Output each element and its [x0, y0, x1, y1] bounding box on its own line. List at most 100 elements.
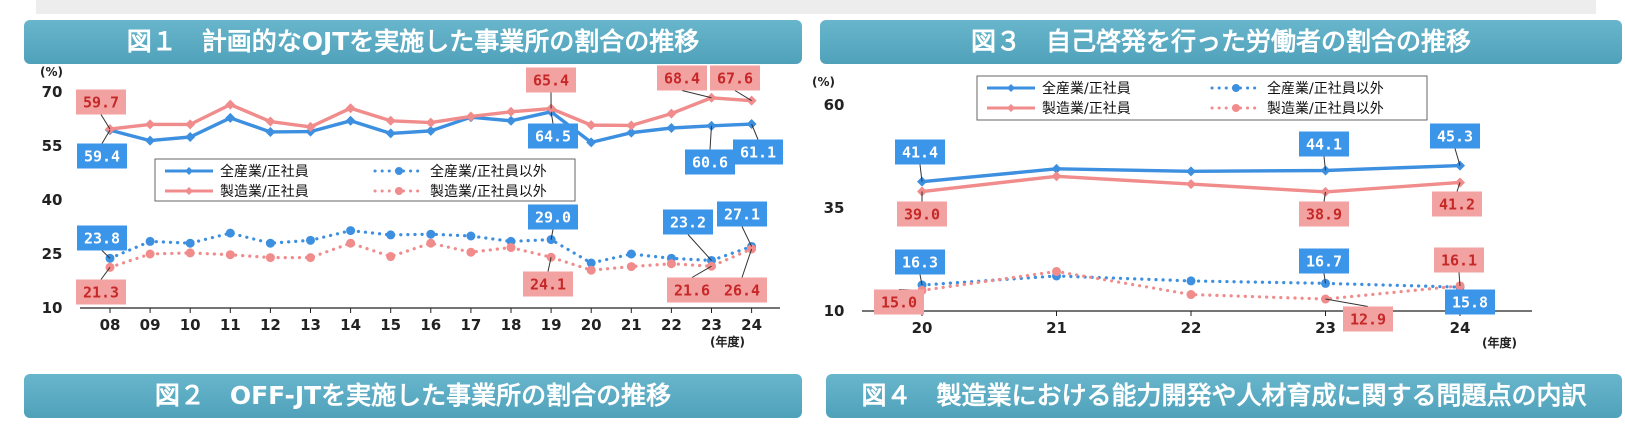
data-point [666, 123, 677, 133]
data-label-leader [691, 265, 712, 278]
data-point [465, 111, 476, 122]
data-label-box [667, 277, 717, 303]
data-label-box [1299, 131, 1349, 157]
data-label-leader [1323, 156, 1326, 171]
data-label-leader [919, 164, 923, 182]
data-label-box [663, 209, 713, 235]
data-point [586, 265, 596, 275]
data-label-box [874, 289, 924, 315]
legend-marker [1007, 104, 1015, 112]
ojt-line-chart: 08 09 10 11 12 13 14 15 16 17 18 19 20 21 22 23 24 10 25 40… [40, 65, 783, 349]
data-label-leader [1325, 298, 1369, 307]
y-tick-label: 10 [824, 302, 845, 320]
x-tick-label: 20 [912, 319, 933, 337]
data-label-box [1434, 247, 1484, 273]
data-label-box [77, 143, 127, 169]
data-point [145, 135, 156, 146]
data-point [145, 236, 155, 246]
data-point [265, 126, 276, 137]
data-point [586, 137, 597, 148]
legend-box [154, 158, 576, 202]
data-point [185, 119, 196, 130]
data-point [185, 248, 195, 258]
data-label-box [1299, 201, 1349, 227]
data-point [466, 231, 476, 241]
data-point [425, 117, 436, 128]
data-label-box [895, 249, 945, 275]
self-development-line-chart: 20 21 22 23 24 10 35 60 (%) (年度) 41.4 39.0 44.1 38.9 4… [812, 75, 1532, 350]
data-label: 21.3 [83, 284, 119, 302]
data-point [666, 108, 677, 119]
data-point [706, 120, 717, 131]
data-label-leader [681, 90, 712, 99]
figure1-title-banner: 図１ 計画的なOJTを実施した事業所の割合の推移 [24, 20, 802, 64]
legend-label: 全産業/正社員以外 [1267, 80, 1384, 97]
legend-box [976, 75, 1428, 121]
data-label-box [1432, 191, 1482, 217]
data-point [1186, 290, 1196, 300]
data-label: 16.1 [1441, 252, 1477, 270]
data-point [626, 120, 637, 131]
data-point [386, 252, 396, 262]
data-point [1186, 179, 1196, 190]
data-label: 15.0 [881, 294, 917, 312]
data-point [306, 235, 315, 245]
data-label: 45.3 [1437, 128, 1473, 146]
legend-label: 製造業/正社員 [220, 184, 309, 200]
data-label-leader [1323, 191, 1326, 202]
data-point [346, 226, 356, 236]
data-point [707, 261, 716, 271]
data-label: 44.1 [1306, 136, 1342, 154]
legend-label: 製造業/正社員以外 [1267, 101, 1384, 117]
data-label-leader [741, 226, 753, 247]
data-point [426, 229, 436, 239]
x-tick-label: 11 [220, 316, 241, 334]
data-point [385, 115, 396, 126]
data-label: 27.1 [724, 206, 760, 224]
data-label-box [76, 89, 126, 115]
data-point [626, 249, 636, 259]
data-label: 23.8 [84, 230, 120, 248]
data-point [306, 253, 315, 263]
data-label-box [1430, 123, 1480, 149]
data-point [506, 115, 516, 126]
data-label-leader [100, 267, 111, 280]
x-tick-label: 18 [501, 316, 522, 334]
data-point [586, 258, 596, 268]
x-tick-label: 09 [140, 316, 161, 334]
data-point [1052, 266, 1061, 276]
data-point [466, 247, 476, 257]
data-label: 65.4 [533, 72, 569, 90]
data-label-box [1299, 248, 1349, 274]
data-label: 23.2 [670, 214, 706, 232]
data-point [225, 250, 235, 260]
data-label: 59.4 [84, 148, 120, 166]
data-point [185, 238, 195, 248]
data-point [345, 103, 356, 114]
x-tick-label: 08 [100, 316, 121, 334]
data-label-leader [741, 248, 753, 278]
data-label-box [77, 225, 127, 251]
data-point [145, 249, 155, 259]
data-label: 21.6 [674, 282, 710, 300]
legend-marker [1007, 84, 1015, 92]
data-label-box [717, 201, 767, 227]
data-point [1455, 177, 1465, 188]
data-label: 16.7 [1306, 253, 1342, 271]
x-tick-label: 16 [420, 316, 441, 334]
legend-marker [1232, 84, 1240, 92]
data-label-leader [101, 129, 111, 144]
x-tick-label: 13 [300, 316, 321, 334]
y-tick-label: 70 [42, 83, 63, 101]
data-label: 38.9 [1306, 206, 1342, 224]
data-label-leader [550, 111, 554, 124]
data-label-leader [687, 234, 712, 261]
data-point [917, 186, 927, 197]
legend-marker [185, 167, 193, 175]
data-label-leader [1323, 273, 1326, 284]
data-label-box [657, 65, 707, 91]
data-point [1051, 163, 1062, 174]
legend-label: 全産業/正社員 [220, 163, 309, 180]
data-label: 68.4 [664, 70, 700, 88]
x-tick-label: 21 [1046, 319, 1067, 337]
